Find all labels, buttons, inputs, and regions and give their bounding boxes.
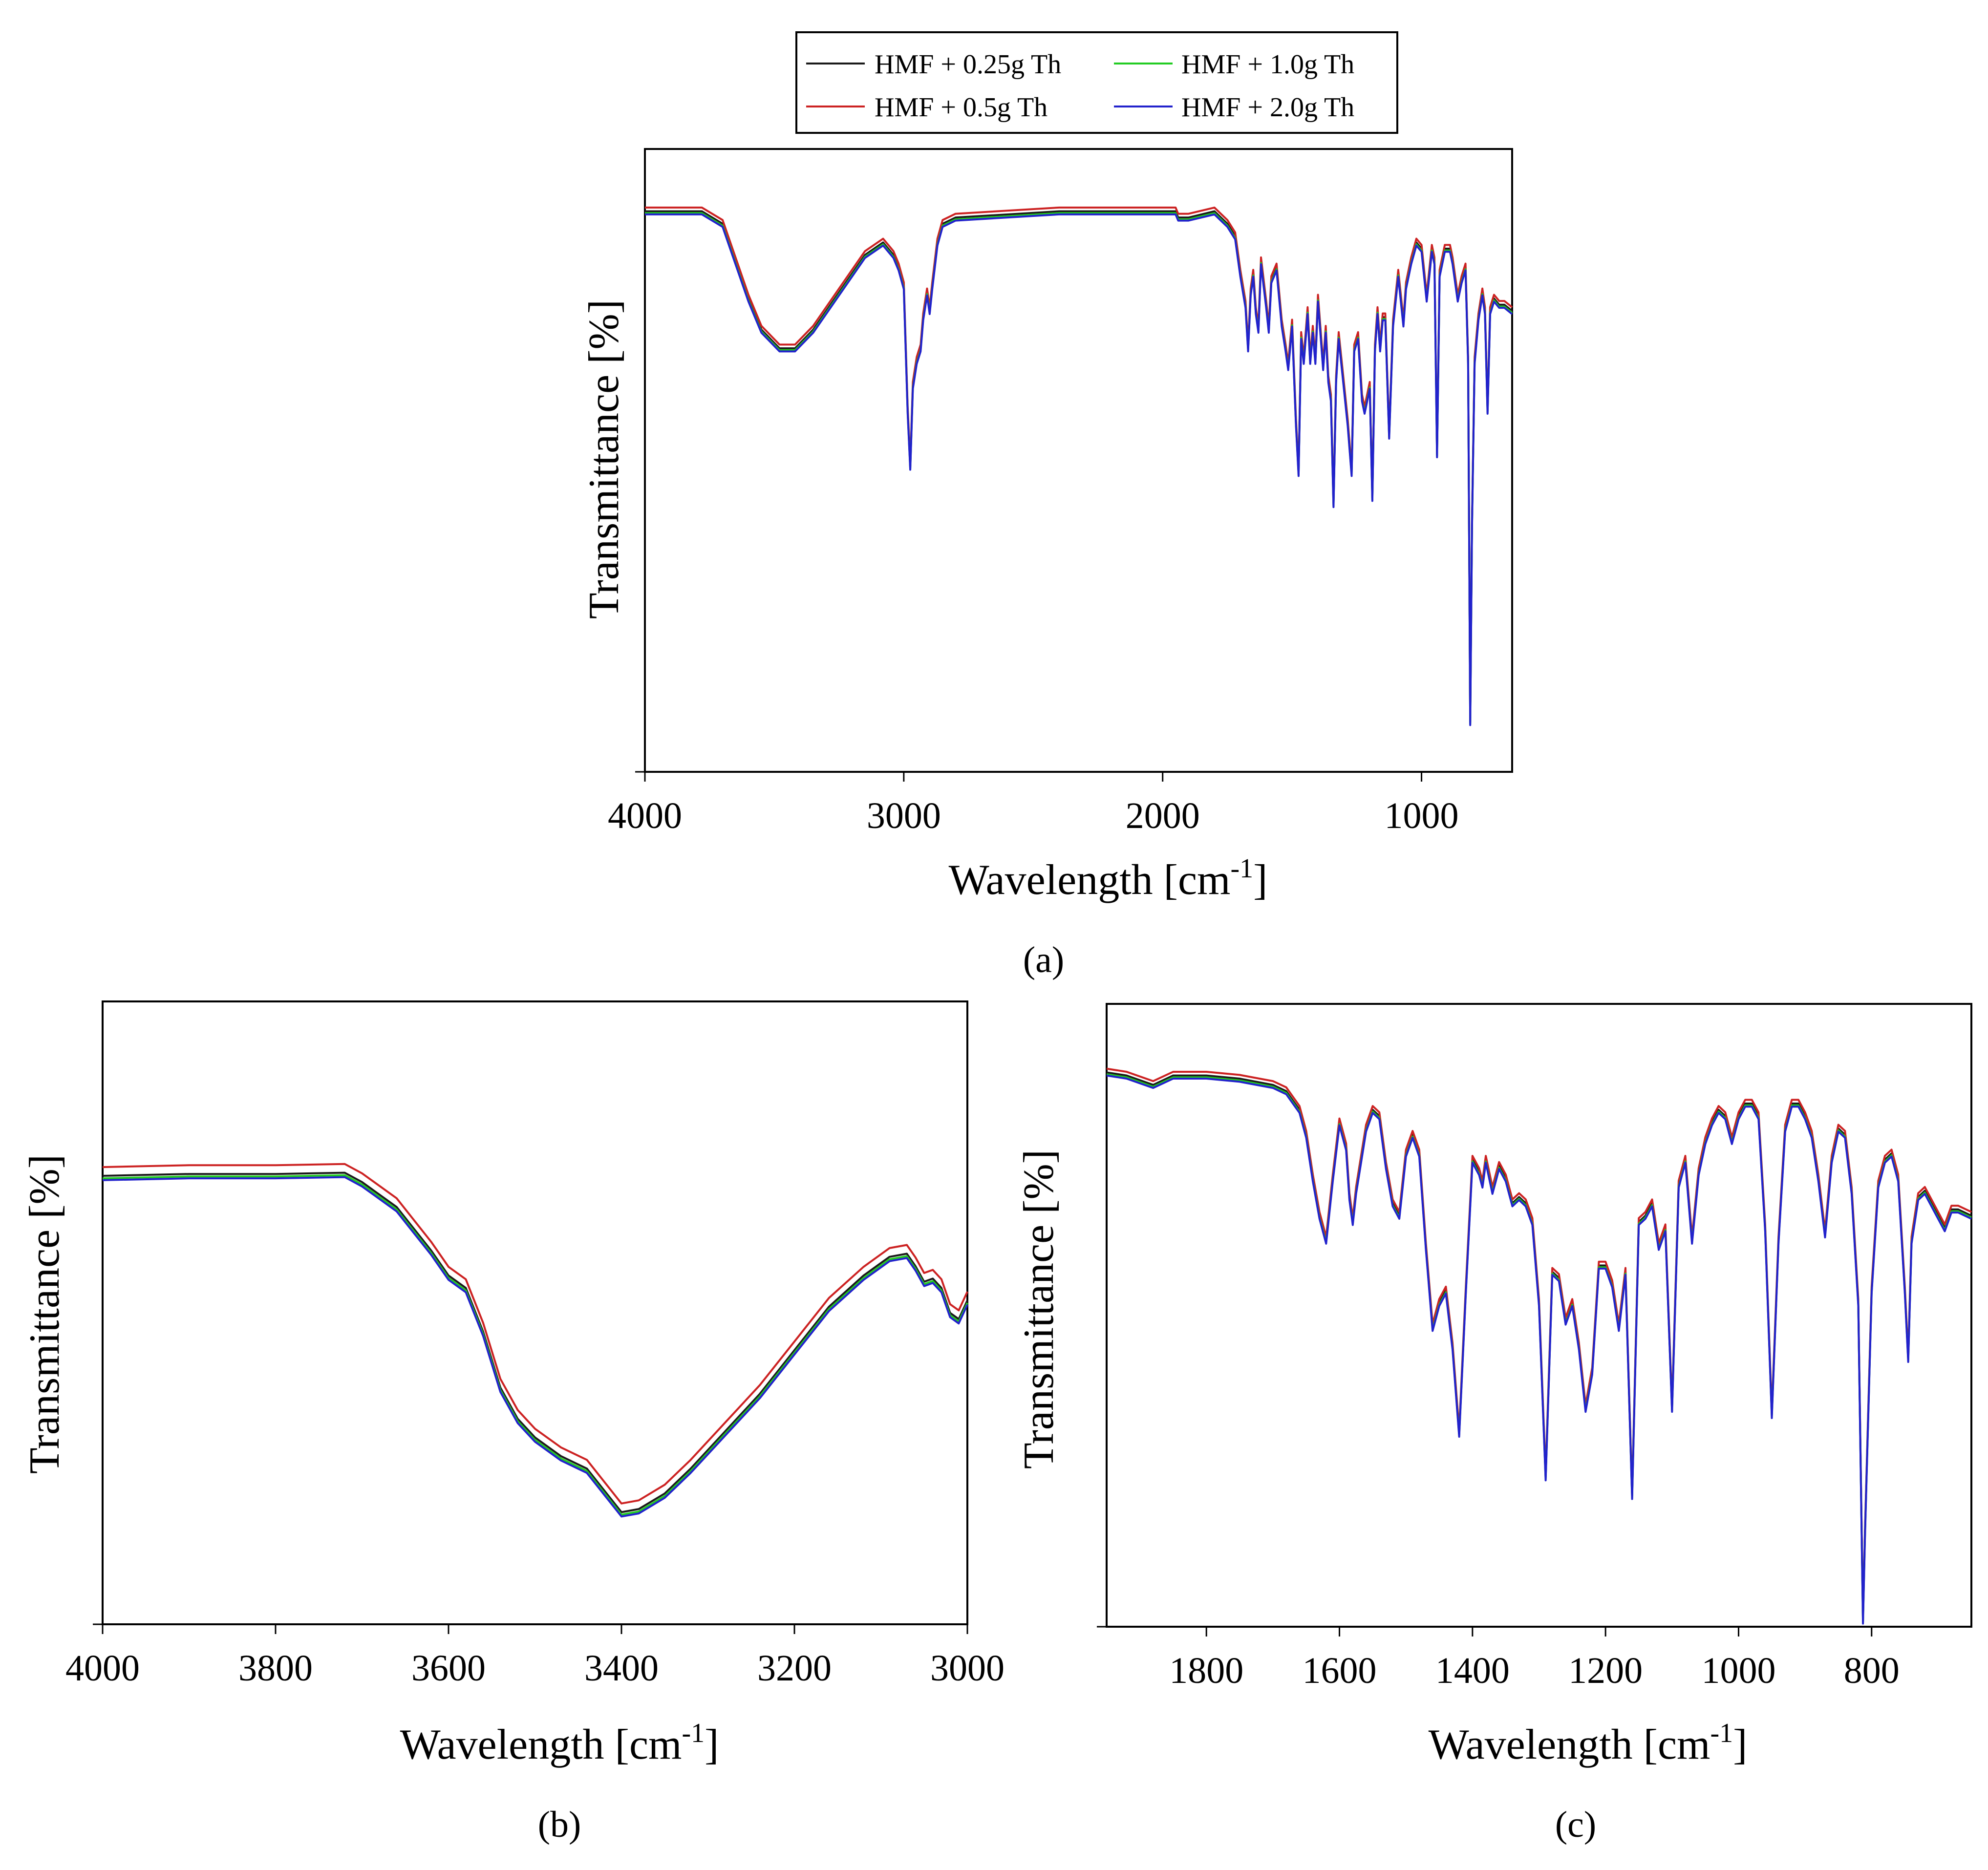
panel-label: (c)	[1555, 1804, 1596, 1845]
y-axis-title: Transmittance [%]	[21, 1154, 68, 1474]
x-tick-label: 3400	[584, 1648, 659, 1689]
x-tick-label: 1000	[1385, 795, 1459, 836]
x-tick-label: 3200	[757, 1648, 832, 1689]
x-tick-label: 4000	[65, 1648, 140, 1689]
series-line-3	[1106, 1074, 1972, 1625]
x-axis-title: Wavelength [cm-1]	[949, 853, 1268, 904]
panel-label: (b)	[538, 1804, 581, 1845]
series-line-3	[645, 213, 1513, 726]
panel-a-chart: Transmittance [%] Wavelength [cm-1] (a) …	[580, 148, 1513, 980]
legend-entry: HMF + 0.5g Th	[806, 92, 1047, 123]
series-line-0	[102, 1171, 968, 1513]
x-tick-label: 1800	[1169, 1650, 1243, 1691]
plot-frame	[102, 1000, 968, 1625]
legend-label: HMF + 2.0g Th	[1181, 92, 1354, 123]
x-tick-label: 2000	[1126, 795, 1200, 836]
legend-label: HMF + 0.25g Th	[875, 49, 1061, 80]
legend-entry: HMF + 1.0g Th	[1114, 49, 1354, 80]
y-axis-title: Transmittance [%]	[1015, 1149, 1063, 1469]
x-tick-label: 1000	[1701, 1650, 1775, 1691]
legend-entry: HMF + 2.0g Th	[1114, 92, 1354, 123]
panel-label: (a)	[1023, 939, 1064, 980]
legend: HMF + 0.25g Th HMF + 0.5g Th HMF + 1.0g …	[795, 31, 1398, 134]
plot-frame	[1106, 1003, 1972, 1628]
x-tick-label: 1400	[1435, 1650, 1510, 1691]
legend-label: HMF + 1.0g Th	[1181, 49, 1354, 80]
x-tick-label: 800	[1844, 1650, 1900, 1691]
x-tick-label: 3000	[930, 1648, 1005, 1689]
x-tick-label: 1200	[1568, 1650, 1643, 1691]
x-tick-label: 3800	[238, 1648, 313, 1689]
x-tick-label: 4000	[608, 795, 682, 836]
series-line-3	[102, 1176, 968, 1518]
x-tick-label: 1600	[1303, 1650, 1377, 1691]
series-line-1	[102, 1163, 968, 1505]
legend-entry: HMF + 0.25g Th	[806, 49, 1061, 80]
y-axis-title: Transmittance [%]	[580, 299, 628, 619]
x-axis-title: Wavelength [cm-1]	[1429, 1718, 1748, 1768]
x-tick-label: 3000	[867, 795, 941, 836]
panel-b-chart: Transmittance [%] Wavelength [cm-1] (b) …	[21, 1000, 1005, 1845]
legend-label: HMF + 0.5g Th	[875, 92, 1047, 123]
x-tick-label: 3600	[411, 1648, 486, 1689]
plot-frame	[644, 148, 1513, 773]
panel-c-chart: Transmittance [%] Wavelength [cm-1] (c) …	[1015, 1003, 1972, 1845]
x-axis-title: Wavelength [cm-1]	[400, 1718, 719, 1768]
